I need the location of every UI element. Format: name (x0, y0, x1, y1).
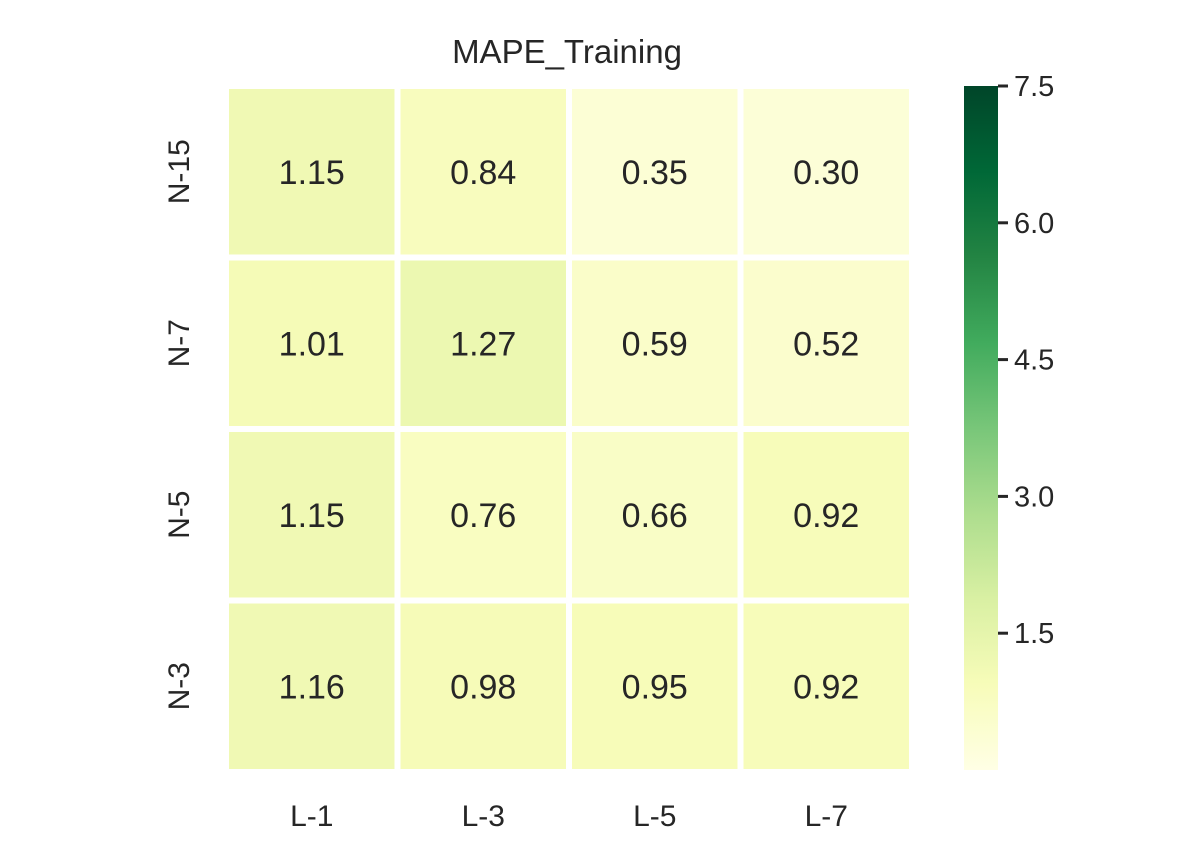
x-tick-label: L-7 (805, 800, 848, 833)
heatmap-cell (229, 89, 395, 255)
cell-value-label: 0.35 (622, 154, 688, 192)
heatmap-cell (743, 432, 909, 598)
cell-value-label: 1.27 (450, 325, 516, 363)
colorbar-tick-label: 1.5 (1014, 618, 1054, 650)
heatmap-cell (400, 89, 566, 255)
x-axis-tick-labels: L-1 L-3 L-5 L-7 (290, 800, 848, 833)
cell-value-label: 0.92 (793, 668, 859, 706)
cell-value-label: 1.15 (279, 497, 345, 535)
heatmap-cell (743, 603, 909, 769)
cell-value-label: 1.16 (279, 668, 345, 706)
chart-title: MAPE_Training (452, 33, 682, 70)
cell-value-label: 0.52 (793, 325, 859, 363)
heatmap-cell (400, 432, 566, 598)
y-tick-label: N-5 (163, 491, 196, 539)
heatmap-cell (400, 603, 566, 769)
colorbar-gradient (964, 86, 998, 770)
cell-value-labels: 1.15 0.84 0.35 0.30 1.01 1.27 0.59 0.52 1.15 0.76… (279, 154, 860, 707)
x-tick-label: L-3 (462, 800, 505, 833)
y-axis-tick-labels: N-15 N-7 N-5 N-3 (163, 139, 196, 710)
heatmap-cell (229, 432, 395, 598)
cell-value-label: 0.95 (622, 668, 688, 706)
colorbar-tick-label: 4.5 (1014, 345, 1054, 377)
heatmap-cell (572, 89, 738, 255)
heatmap-cell (400, 260, 566, 426)
cell-value-label: 0.98 (450, 668, 516, 706)
heatmap-cell (743, 260, 909, 426)
heatmap-cell (743, 89, 909, 255)
x-tick-label: L-5 (633, 800, 676, 833)
cell-value-label: 0.30 (793, 154, 859, 192)
cell-value-label: 0.84 (450, 154, 516, 192)
heatmap-cell (229, 603, 395, 769)
y-tick-label: N-7 (163, 319, 196, 367)
heatmap-cell (572, 432, 738, 598)
cell-value-label: 1.01 (279, 325, 345, 363)
cell-value-label: 0.66 (622, 497, 688, 535)
cell-value-label: 0.76 (450, 497, 516, 535)
y-tick-label: N-15 (163, 139, 196, 204)
cell-value-label: 1.15 (279, 154, 345, 192)
x-tick-label: L-1 (290, 800, 333, 833)
colorbar-tick-label: 6.0 (1014, 208, 1054, 240)
cell-value-label: 0.92 (793, 497, 859, 535)
colorbar-tick-label: 3.0 (1014, 481, 1054, 513)
colorbar: 1.5 3.0 4.5 6.0 7.5 (964, 71, 1054, 770)
heatmap-cell (572, 260, 738, 426)
heatmap-cells (229, 89, 909, 769)
y-tick-label: N-3 (163, 662, 196, 710)
heatmap-cell (229, 260, 395, 426)
colorbar-tick-label: 7.5 (1014, 71, 1054, 103)
cell-value-label: 0.59 (622, 325, 688, 363)
heatmap-cell (572, 603, 738, 769)
